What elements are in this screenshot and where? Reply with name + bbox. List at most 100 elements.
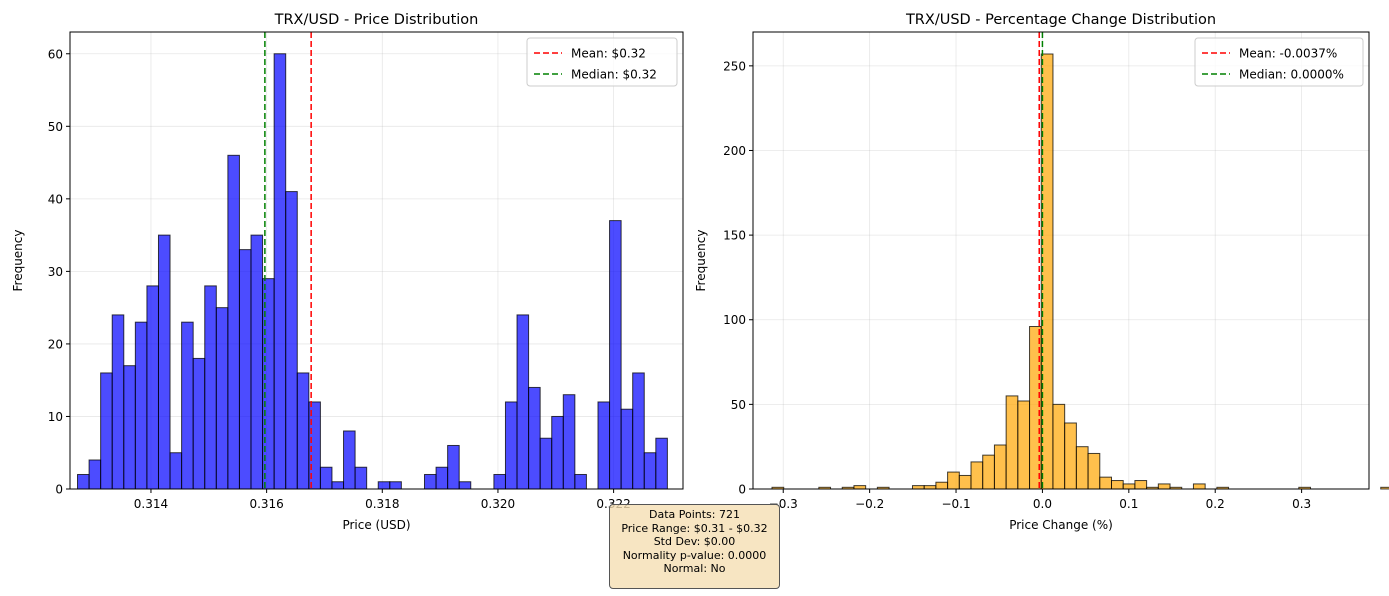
legend-mean-label: Mean: -0.0037% <box>1239 47 1337 61</box>
axes-2 <box>749 31 1389 493</box>
chart-title: TRX/USD - Price Distribution <box>274 12 479 28</box>
histogram-bar <box>1110 480 1124 490</box>
histogram-bar <box>1380 486 1389 490</box>
histogram-bar <box>958 474 972 490</box>
legend-mean-label: Mean: $0.32 <box>571 47 646 61</box>
x-axis-label: Price Change (%) <box>1009 518 1113 532</box>
x-axis-label: Price (USD) <box>342 518 410 532</box>
x-tick-label: 0.0 <box>1033 497 1052 511</box>
histogram-bar <box>111 314 125 490</box>
histogram-bar <box>134 321 148 490</box>
histogram-bar <box>493 473 506 490</box>
x-tick-label: 0.314 <box>134 497 168 511</box>
histogram-bar <box>632 372 645 490</box>
histogram-bar <box>1122 483 1136 490</box>
y-tick-label: 40 <box>48 192 63 206</box>
x-tick-label: 0.318 <box>365 497 399 511</box>
histogram-bar <box>911 485 925 490</box>
legend-frame <box>526 37 678 87</box>
histogram-bar <box>238 249 252 490</box>
histogram-bar <box>516 314 530 490</box>
y-tick-label: 200 <box>723 144 746 158</box>
stats-data-points: Data Points: 721 <box>648 508 740 521</box>
stats-price-range: Price Range: $0.31 - $0.32 <box>621 521 768 535</box>
histogram-bar <box>157 234 171 490</box>
histogram-bar <box>389 481 402 490</box>
histogram-bar <box>296 372 310 490</box>
y-tick-label: 100 <box>723 313 746 327</box>
y-axis-label: Frequency <box>11 230 25 292</box>
legend-frame <box>1194 37 1364 87</box>
histogram-bar <box>285 191 298 490</box>
x-tick-label: 0.320 <box>481 497 515 511</box>
histogram-bar <box>609 220 622 490</box>
histogram-bar <box>273 53 287 490</box>
histogram-bar <box>458 481 472 490</box>
x-tick-label: 0.2 <box>1206 497 1225 511</box>
axes-1 <box>66 31 684 493</box>
x-tick-label: 0.3 <box>1292 497 1311 511</box>
histogram-bar <box>423 473 437 490</box>
histogram-bar <box>643 452 657 490</box>
histogram-bar <box>331 481 345 490</box>
histogram-bar <box>970 461 984 490</box>
histogram-bar <box>181 321 194 490</box>
histogram-bar <box>1099 476 1112 490</box>
histogram-bar <box>935 481 949 490</box>
legend-median-label: Median: 0.0000% <box>1239 68 1344 82</box>
histogram-bar <box>447 444 460 490</box>
histogram-bar <box>620 408 634 490</box>
histogram-bar <box>1052 403 1066 490</box>
histogram-bar <box>504 401 518 490</box>
histogram-bar <box>146 285 159 490</box>
histogram-bar <box>1192 483 1206 490</box>
y-tick-label: 30 <box>48 265 63 279</box>
histogram-bar <box>1087 452 1101 490</box>
histogram-bar <box>853 485 867 490</box>
x-tick-label: 0.316 <box>249 497 283 511</box>
histogram-bar <box>574 473 587 490</box>
histogram-bar <box>319 466 333 490</box>
y-tick-label: 10 <box>48 410 63 424</box>
legend <box>1194 37 1364 87</box>
histogram-bar <box>250 234 264 490</box>
histogram-bar <box>435 466 449 490</box>
stats-normality-p-value: Normality p-value: 0.0000 <box>622 548 767 562</box>
histogram-bar <box>1075 446 1089 490</box>
histogram-bar <box>539 437 553 490</box>
axes-frame <box>752 31 1370 490</box>
histogram-bar <box>947 471 960 490</box>
histogram-bar <box>227 154 240 490</box>
histogram-bar <box>551 415 564 490</box>
x-tick-label: −0.1 <box>941 497 970 511</box>
histogram-bar <box>982 454 995 490</box>
histogram-bar <box>1157 483 1171 490</box>
histogram-bar <box>993 444 1007 490</box>
histogram-bar <box>528 386 541 490</box>
histogram-bar <box>1064 422 1077 490</box>
y-tick-label: 150 <box>723 229 746 243</box>
histogram-bar <box>1017 400 1031 490</box>
histogram-bar <box>77 473 90 490</box>
y-tick-label: 0 <box>55 483 63 497</box>
y-tick-label: 50 <box>48 120 63 134</box>
histogram-bar <box>354 466 368 490</box>
y-tick-label: 20 <box>48 337 63 351</box>
histogram-bar <box>204 285 217 490</box>
histogram-bar <box>597 401 611 490</box>
stats-std-dev: Std Dev: $0.00 <box>653 535 736 549</box>
histogram-bar <box>1134 480 1148 490</box>
histogram-bar <box>123 365 136 490</box>
y-tick-label: 0 <box>738 483 746 497</box>
histogram-bar <box>1005 395 1019 490</box>
histogram-bar <box>169 452 183 490</box>
legend <box>526 37 678 87</box>
histogram-bar <box>88 459 102 490</box>
histogram-bar <box>562 394 576 490</box>
histogram-bar <box>192 357 206 490</box>
y-tick-label: 60 <box>48 47 63 61</box>
histogram-bar <box>377 481 391 490</box>
histogram-bar <box>923 485 937 490</box>
chart-title: TRX/USD - Percentage Change Distribution <box>905 12 1216 28</box>
